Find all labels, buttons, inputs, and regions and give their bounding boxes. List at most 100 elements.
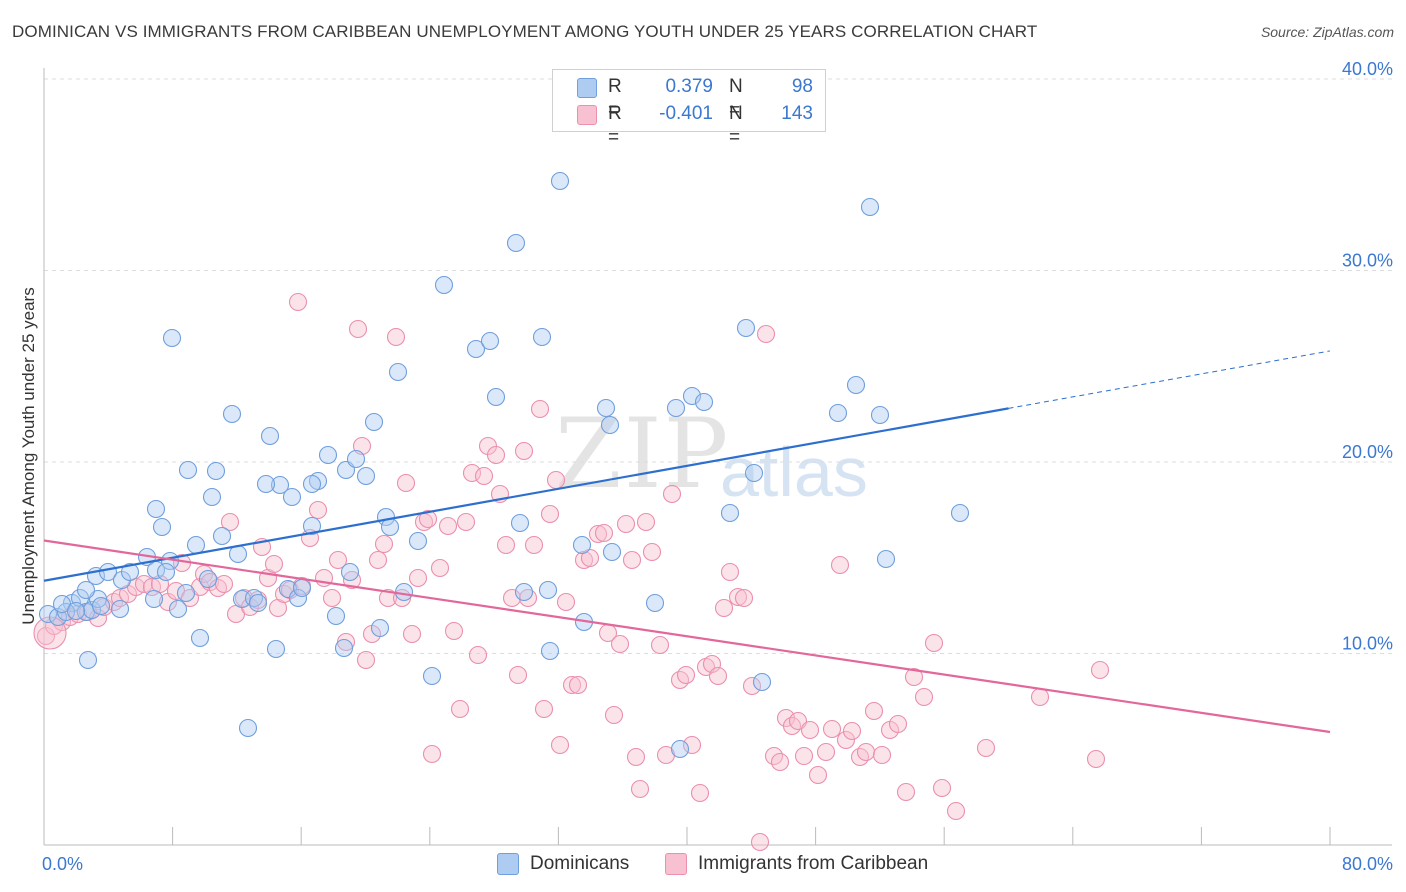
data-point-immigrants [220, 512, 240, 532]
source-label: Source: ZipAtlas.com [1260, 24, 1394, 40]
data-point-dominicans [744, 463, 764, 483]
data-point-immigrants [422, 744, 442, 764]
data-point-immigrants [1030, 687, 1050, 707]
data-point-dominicans [670, 739, 690, 759]
data-point-immigrants [288, 292, 308, 312]
data-point-immigrants [264, 554, 284, 574]
tick-labels: 10.0% 20.0% 30.0% 40.0% 0.0% 80.0% [42, 59, 1393, 874]
data-point-dominicans [302, 474, 322, 494]
data-point-dominicans [76, 580, 96, 600]
data-point-immigrants [514, 441, 534, 461]
data-point-dominicans [602, 542, 622, 562]
data-point-immigrants [468, 645, 488, 665]
data-point-immigrants [604, 705, 624, 725]
data-point-dominicans [168, 599, 188, 619]
data-point-immigrants [794, 746, 814, 766]
y-tick-label: 40.0% [1342, 59, 1393, 79]
legend-n-value: 98 [791, 76, 813, 97]
data-point-dominicans [326, 606, 346, 626]
data-point-immigrants [642, 542, 662, 562]
data-point-dominicans [645, 593, 665, 613]
trend-line-immigrants [43, 539, 1331, 734]
data-point-immigrants [1090, 660, 1110, 680]
data-point-immigrants [616, 514, 636, 534]
y-axis-label: Unemployment Among Youth under 25 years [19, 287, 38, 624]
data-point-dominicans [282, 487, 302, 507]
data-point-immigrants [374, 534, 394, 554]
data-point-dominicans [266, 639, 286, 659]
data-point-immigrants [720, 562, 740, 582]
data-point-dominicans [120, 562, 140, 582]
data-point-immigrants [580, 548, 600, 568]
data-point-immigrants [430, 558, 450, 578]
data-point-immigrants [914, 687, 934, 707]
data-point-dominicans [302, 516, 322, 536]
data-point-dominicans [346, 449, 366, 469]
data-point-immigrants [408, 568, 428, 588]
data-point-immigrants [782, 716, 802, 736]
data-point-immigrants [626, 747, 646, 767]
bottom-legend-swatch-blue [497, 853, 519, 875]
series-dominicans [38, 171, 970, 759]
data-point-immigrants [750, 832, 770, 852]
data-point-dominicans [752, 672, 772, 692]
data-point-immigrants [588, 524, 608, 544]
data-point-dominicans [486, 387, 506, 407]
data-point-immigrants [800, 720, 820, 740]
data-point-dominicans [152, 517, 172, 537]
legend-r-label: R = [608, 103, 622, 148]
data-point-dominicans [720, 503, 740, 523]
data-point-immigrants [474, 466, 494, 486]
data-point-dominicans [288, 588, 308, 608]
bottom-legend-swatch-pink [665, 853, 687, 875]
data-point-dominicans [356, 466, 376, 486]
data-point-immigrants [502, 588, 522, 608]
data-point-immigrants [836, 730, 856, 750]
data-point-dominicans [318, 445, 338, 465]
data-point-immigrants [728, 587, 748, 607]
data-point-dominicans [408, 531, 428, 551]
data-point-immigrants [650, 635, 670, 655]
data-point-immigrants [682, 735, 702, 755]
data-point-immigrants [540, 504, 560, 524]
data-point-immigrants [524, 535, 544, 555]
data-point-dominicans [198, 569, 218, 589]
watermark-zip: ZIP [555, 398, 731, 510]
data-point-immigrants [850, 747, 870, 767]
bottom-legend-label: Immigrants from Caribbean [698, 853, 929, 874]
data-point-immigrants [456, 512, 476, 532]
data-point-dominicans [572, 535, 592, 555]
data-point-immigrants [670, 670, 690, 690]
data-point-immigrants [808, 765, 828, 785]
data-point-immigrants [888, 714, 908, 734]
data-point-immigrants [402, 624, 422, 644]
data-point-dominicans [186, 535, 206, 555]
data-point-immigrants [864, 701, 884, 721]
data-point-dominicans [91, 596, 111, 616]
data-point-immigrants [742, 676, 762, 696]
data-point-immigrants [546, 470, 566, 490]
data-point-immigrants [662, 484, 682, 504]
correlation-legend: R = 0.379 N = 98 R = -0.401 N = 143 [552, 69, 826, 148]
data-point-dominicans [206, 461, 226, 481]
data-point-dominicans [538, 580, 558, 600]
data-point-dominicans [506, 233, 526, 253]
data-point-dominicans [540, 641, 560, 661]
data-point-immigrants [842, 721, 862, 741]
data-point-dominicans [596, 398, 616, 418]
data-point-immigrants [396, 473, 416, 493]
data-point-immigrants [932, 778, 952, 798]
data-point-immigrants [946, 801, 966, 821]
data-point-immigrants [636, 512, 656, 532]
data-point-immigrants [562, 675, 582, 695]
data-point-dominicans [78, 650, 98, 670]
data-point-immigrants [496, 535, 516, 555]
data-point-dominicans [694, 392, 714, 412]
data-point-immigrants [368, 550, 388, 570]
data-point-immigrants [976, 738, 996, 758]
data-point-immigrants [386, 327, 406, 347]
data-point-immigrants [378, 588, 398, 608]
data-point-dominicans [222, 404, 242, 424]
data-point-immigrants [622, 550, 642, 570]
data-point-immigrants [450, 699, 470, 719]
